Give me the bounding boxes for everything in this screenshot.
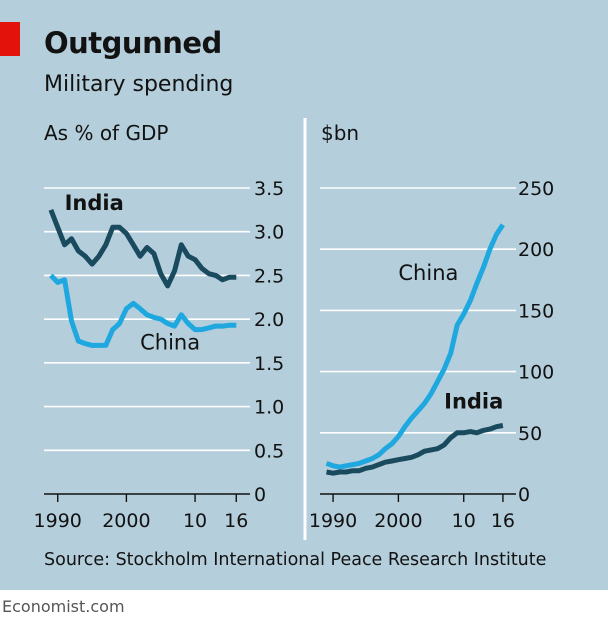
x-tick-label: 10 (183, 510, 207, 532)
series-label-india: India (444, 389, 503, 413)
y-tick-label: 1.0 (254, 397, 284, 419)
series-line-india (48, 208, 237, 289)
panel-title: As % of GDP (44, 121, 168, 145)
brand-red-tag (0, 22, 20, 56)
x-tick-label: 1990 (34, 510, 82, 532)
x-tick-label: 2000 (102, 510, 150, 532)
series-line-india (326, 423, 504, 476)
series-line-china (49, 273, 237, 348)
y-tick-label: 0 (254, 484, 266, 506)
y-tick-label: 3.5 (254, 178, 284, 200)
x-tick-label: 10 (452, 510, 476, 532)
y-tick-label: 0 (518, 484, 530, 506)
panel-title: $bn (321, 121, 359, 145)
y-tick-label: 2.0 (254, 309, 284, 331)
chart-title: Outgunned (44, 26, 222, 60)
chart-card: Outgunned Military spending As % of GDP 0… (0, 0, 608, 590)
series-label-china: China (140, 331, 200, 355)
x-tick-label: 16 (224, 510, 248, 532)
chart-subtitle: Military spending (44, 72, 234, 97)
series-line-china (325, 223, 505, 470)
y-tick-label: 3.0 (254, 222, 284, 244)
panel-spending-bn: $bn 0 50 100 150 200 250 1990 2000 10 16 China India (309, 121, 554, 532)
source-note: Source: Stockholm International Peace Re… (44, 550, 547, 570)
y-tick-label: 150 (518, 300, 554, 322)
x-tick-label: 16 (491, 510, 515, 532)
x-tick-label: 2000 (374, 510, 422, 532)
y-tick-label: 100 (518, 362, 554, 384)
x-tick-label: 1990 (309, 510, 357, 532)
y-tick-label: 50 (518, 423, 542, 445)
y-tick-label: 2.5 (254, 265, 284, 287)
series-label-india: India (65, 191, 124, 215)
publisher-brand: Economist.com (2, 597, 125, 616)
panel-gdp-share: As % of GDP 0 0.5 1.0 1.5 2.0 2.5 3.0 3.5 1990 200… (34, 118, 307, 540)
series-label-china: China (398, 261, 458, 285)
y-tick-label: 0.5 (254, 440, 284, 462)
y-tick-label: 250 (518, 178, 554, 200)
charts-svg: As % of GDP 0 0.5 1.0 1.5 2.0 2.5 3.0 3.5 1990 200… (34, 118, 554, 540)
y-tick-label: 1.5 (254, 353, 284, 375)
y-tick-label: 200 (518, 239, 554, 261)
